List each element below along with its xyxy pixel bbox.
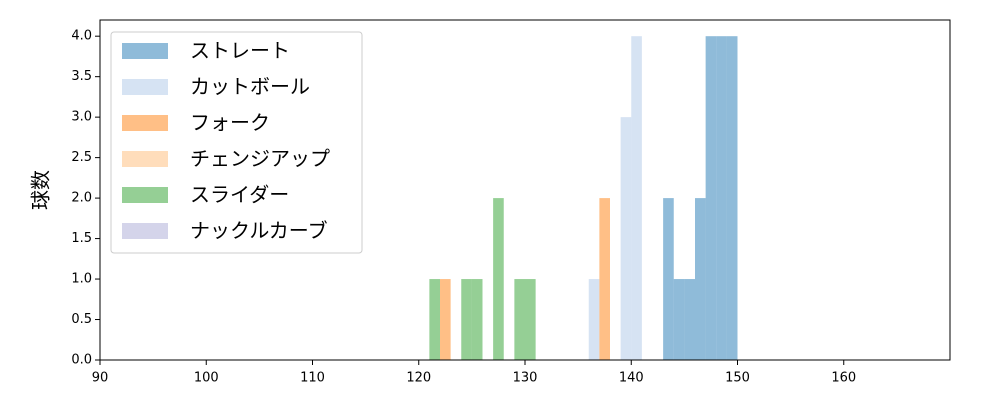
bar [663, 198, 674, 360]
bar [695, 198, 706, 360]
bar [705, 36, 717, 360]
y-tick-label: 4.0 [71, 29, 92, 44]
bar [493, 198, 504, 360]
x-tick-label: 130 [513, 371, 538, 386]
x-tick-label: 100 [194, 371, 219, 386]
legend-swatch [122, 43, 168, 59]
legend-label: フォーク [190, 111, 270, 135]
x-tick-label: 120 [406, 371, 431, 386]
legend-label: ナックルカーブ [190, 219, 328, 243]
y-tick-label: 0.5 [71, 312, 92, 327]
legend-swatch [122, 79, 168, 95]
bar [588, 279, 600, 360]
bar [684, 279, 695, 360]
legend-swatch [122, 187, 168, 203]
y-tick-label: 2.5 [71, 150, 92, 165]
plot-frame [99, 19, 951, 361]
y-tick-label: 2.0 [71, 191, 92, 206]
bar [673, 279, 685, 360]
x-tick-label: 140 [619, 371, 644, 386]
legend-label: チェンジアップ [190, 147, 330, 171]
y-axis-label: 球数 [29, 170, 53, 210]
y-tick-label: 1.5 [71, 231, 92, 246]
x-tick-label: 90 [92, 371, 109, 386]
y-tick-label: 3.5 [71, 69, 92, 84]
legend-label: ストレート [190, 39, 290, 63]
x-tick-label: 150 [725, 371, 750, 386]
legend-swatch [122, 151, 168, 167]
y-tick-label: 0.0 [71, 353, 92, 368]
legend-swatch [122, 115, 168, 131]
bar [429, 279, 440, 360]
y-tick-label: 3.0 [71, 110, 92, 125]
bar [440, 279, 451, 360]
x-tick-label: 110 [300, 371, 325, 386]
bar [716, 36, 727, 360]
bar [726, 36, 738, 360]
bar [620, 117, 632, 361]
x-tick-label: 160 [831, 371, 856, 386]
legend-swatch [122, 223, 168, 239]
bar [471, 279, 483, 360]
legend-label: スライダー [190, 183, 289, 207]
bar [461, 279, 472, 360]
bar [599, 198, 610, 360]
legend-box [110, 31, 363, 254]
y-tick-label: 1.0 [71, 272, 92, 287]
legend-label: カットボール [190, 75, 310, 99]
bar [514, 279, 525, 360]
bar [631, 36, 642, 360]
bar [525, 279, 536, 360]
